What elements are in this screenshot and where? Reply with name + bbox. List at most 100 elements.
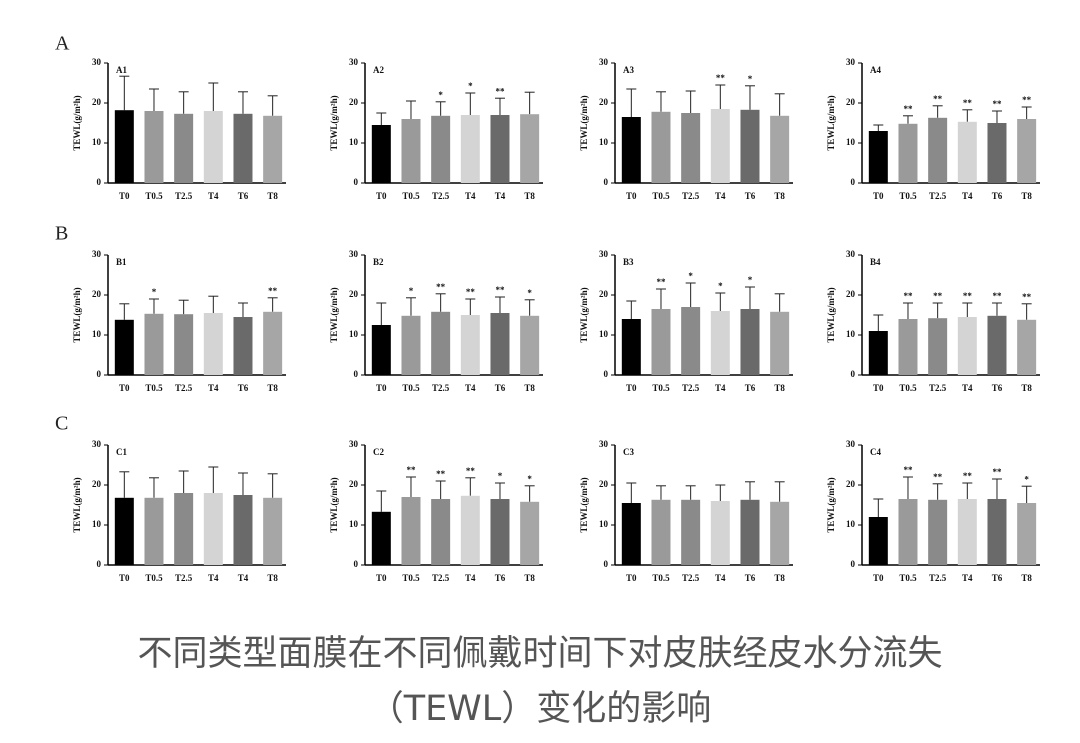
y-axis-label: TEWL(g/m²h) bbox=[826, 95, 836, 150]
y-tick-label: 0 bbox=[851, 559, 856, 569]
bar-chart: 0 10 20 30 B3 TEWL(g/m²h) T0 T0.5 ** T2.5 * T4 * T6 * T… bbox=[579, 249, 793, 393]
significance-label: ** bbox=[656, 277, 666, 287]
bar bbox=[263, 115, 283, 183]
y-tick-label: 30 bbox=[92, 439, 102, 449]
bar bbox=[401, 119, 421, 183]
y-tick-label: 20 bbox=[92, 97, 102, 107]
x-tick-label: T0.5 bbox=[145, 383, 163, 393]
y-tick-label: 30 bbox=[599, 249, 609, 259]
x-tick-label: T0.5 bbox=[145, 573, 163, 583]
significance-label: ** bbox=[436, 282, 446, 292]
bar bbox=[621, 117, 641, 183]
significance-label: * bbox=[748, 275, 753, 285]
y-axis-label: TEWL(g/m²h) bbox=[329, 477, 339, 532]
bar bbox=[770, 115, 790, 183]
y-tick-label: 10 bbox=[92, 519, 102, 529]
significance-label: ** bbox=[466, 466, 476, 476]
significance-label: * bbox=[1024, 474, 1029, 484]
bar bbox=[431, 311, 451, 375]
y-tick-label: 20 bbox=[92, 479, 102, 489]
y-tick-label: 0 bbox=[604, 369, 609, 379]
x-tick-label: T4 bbox=[465, 573, 476, 583]
bar bbox=[371, 511, 391, 565]
y-tick-label: 10 bbox=[846, 329, 856, 339]
bar bbox=[460, 315, 480, 375]
x-tick-label: T8 bbox=[1021, 573, 1032, 583]
y-tick-label: 30 bbox=[92, 249, 102, 259]
significance-label: ** bbox=[933, 472, 943, 482]
chart-title: C1 bbox=[116, 447, 127, 457]
y-axis-label: TEWL(g/m²h) bbox=[826, 287, 836, 342]
bar bbox=[710, 311, 730, 375]
bar bbox=[987, 499, 1007, 565]
significance-label: ** bbox=[406, 465, 416, 475]
x-tick-label: T0 bbox=[626, 191, 637, 201]
y-axis-label: TEWL(g/m²h) bbox=[72, 95, 82, 150]
row-label: B bbox=[55, 223, 68, 245]
bar bbox=[144, 313, 164, 375]
x-tick-label: T4 bbox=[715, 383, 726, 393]
bar bbox=[401, 497, 421, 565]
y-tick-label: 10 bbox=[599, 329, 609, 339]
bar bbox=[651, 309, 671, 375]
bar-chart: 0 10 20 30 A1 TEWL(g/m²h) T0 T0.5 T2.5 T4 T6 T8 bbox=[72, 57, 286, 201]
y-tick-label: 20 bbox=[599, 97, 609, 107]
bar-chart: 0 10 20 30 B2 TEWL(g/m²h) T0 T0.5 * T2.5 ** T4 ** T6 *… bbox=[329, 249, 543, 393]
significance-label: ** bbox=[933, 291, 943, 301]
bar bbox=[957, 499, 977, 565]
y-tick-label: 10 bbox=[846, 519, 856, 529]
chart-title: B1 bbox=[116, 257, 127, 267]
x-tick-label: T4 bbox=[962, 383, 973, 393]
x-tick-label: T0.5 bbox=[899, 573, 917, 583]
bar bbox=[233, 317, 253, 375]
row-label: C bbox=[55, 413, 68, 435]
x-tick-label: T4 bbox=[465, 383, 476, 393]
bar bbox=[898, 499, 918, 565]
bar-chart: 0 10 20 30 C3 TEWL(g/m²h) T0 T0.5 T2.5 T4 T6 T8 bbox=[579, 439, 793, 583]
bar bbox=[431, 499, 451, 565]
y-tick-label: 30 bbox=[846, 249, 856, 259]
x-tick-label: T6 bbox=[238, 383, 249, 393]
x-tick-label: T2.5 bbox=[432, 191, 450, 201]
y-tick-label: 30 bbox=[349, 439, 359, 449]
y-tick-label: 20 bbox=[599, 289, 609, 299]
x-tick-label: T6 bbox=[992, 383, 1003, 393]
bar-chart: 0 10 20 30 A3 TEWL(g/m²h) T0 T0.5 T2.5 T4 ** T6 * T8 bbox=[579, 57, 793, 201]
bar bbox=[1017, 119, 1037, 183]
y-tick-label: 20 bbox=[349, 289, 359, 299]
significance-label: ** bbox=[466, 287, 476, 297]
y-axis-label: TEWL(g/m²h) bbox=[579, 477, 589, 532]
y-tick-label: 10 bbox=[599, 137, 609, 147]
y-tick-label: 20 bbox=[846, 289, 856, 299]
bar bbox=[431, 115, 451, 183]
significance-label: ** bbox=[903, 291, 913, 301]
x-tick-label: T0 bbox=[873, 383, 884, 393]
y-tick-label: 20 bbox=[349, 97, 359, 107]
bar bbox=[928, 499, 948, 565]
x-tick-label: T6 bbox=[745, 383, 756, 393]
significance-label: * bbox=[152, 287, 157, 297]
x-tick-label: T0 bbox=[376, 383, 387, 393]
x-tick-label: T8 bbox=[267, 383, 278, 393]
significance-label: * bbox=[409, 286, 414, 296]
x-tick-label: T2.5 bbox=[682, 383, 700, 393]
x-tick-label: T4 bbox=[208, 191, 219, 201]
x-tick-label: T0.5 bbox=[145, 191, 163, 201]
bar-chart: 0 10 20 30 B1 TEWL(g/m²h) T0 T0.5 * T2.5 T4 T6 T8 ** bbox=[72, 249, 286, 393]
significance-label: ** bbox=[903, 104, 913, 114]
x-tick-label: T2.5 bbox=[929, 383, 947, 393]
caption-line: （TEWL）变化的影响 bbox=[369, 689, 712, 729]
x-tick-label: T0.5 bbox=[899, 191, 917, 201]
bar bbox=[868, 331, 888, 375]
chart-title: C2 bbox=[373, 447, 384, 457]
bar bbox=[114, 319, 134, 375]
significance-label: * bbox=[688, 271, 693, 281]
bar-chart: 0 10 20 30 A4 TEWL(g/m²h) T0 T0.5 ** T2.5 ** T4 ** T6… bbox=[826, 57, 1040, 201]
x-tick-label: T0 bbox=[873, 191, 884, 201]
significance-label: * bbox=[748, 74, 753, 84]
significance-label: * bbox=[498, 471, 503, 481]
x-tick-label: T0.5 bbox=[402, 573, 420, 583]
significance-label: ** bbox=[903, 465, 913, 475]
